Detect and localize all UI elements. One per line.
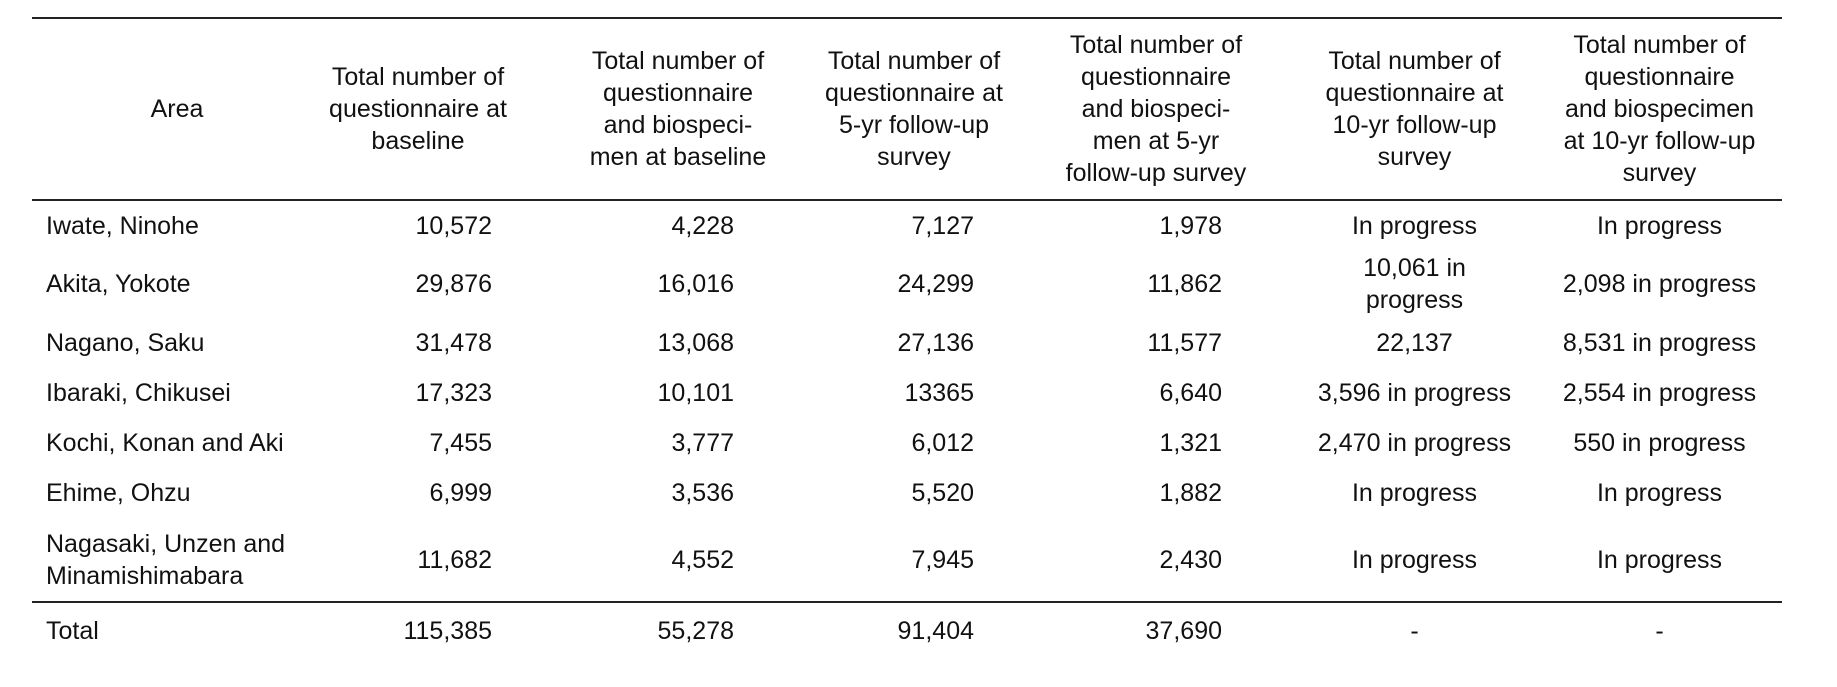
cell-value: 6,640 (1159, 379, 1222, 407)
table-row: Nagano, Saku 31,478 13,068 27,136 11,577… (32, 318, 1782, 368)
cell-area: Iwate, Ninohe (46, 211, 199, 240)
cell-value: In progress (1351, 211, 1478, 240)
cell-value: 13,068 (657, 329, 734, 357)
cell-value: 1,978 (1159, 211, 1222, 240)
header-questionnaire-baseline: Total number of questionnaire at baseline (329, 63, 507, 155)
cell-value: In progress (1351, 545, 1478, 574)
cell-value: 27,136 (897, 329, 974, 357)
cell-value: 1,321 (1159, 429, 1222, 457)
cell-value: 22,137 (1376, 329, 1453, 357)
cell-value: 11,862 (1147, 270, 1222, 298)
total-row: Total 115,385 55,278 91,404 37,690 - - (32, 602, 1782, 658)
cell-area: Nagano, Saku (46, 329, 205, 357)
header-area: Area (150, 95, 204, 123)
cell-total: 115,385 (403, 616, 492, 645)
cell-value: In progress (1351, 479, 1478, 507)
cell-area: Ehime, Ohzu (46, 479, 191, 507)
table-header: Area Total number of questionnaire at base… (32, 18, 1782, 200)
cell-value: 10,572 (415, 211, 492, 240)
cell-value: 10,101 (657, 379, 734, 407)
cell-value: 31,478 (415, 329, 492, 357)
cell-value: 24,299 (897, 270, 974, 298)
cell-value: 29,876 (415, 270, 492, 298)
cell-value: 7,127 (911, 211, 974, 240)
cell-value: 8,531 in progress (1562, 329, 1757, 357)
survey-table: Area Total number of questionnaire at base… (32, 17, 1782, 658)
cell-value: 13365 (904, 379, 974, 407)
table-footer: Total 115,385 55,278 91,404 37,690 - - (32, 602, 1782, 658)
cell-value: 3,596 in progress (1317, 379, 1512, 407)
cell-value: 550 in progress (1573, 429, 1746, 457)
cell-value: 11,577 (1147, 329, 1222, 357)
cell-total: 55,278 (657, 616, 734, 645)
cell-total: 37,690 (1145, 616, 1222, 645)
cell-value: 7,455 (429, 429, 492, 457)
table-row: Akita, Yokote 29,876 16,016 24,299 11,86… (32, 250, 1782, 318)
cell-value: 10,061 in progress (1363, 254, 1466, 314)
cell-value: 17,323 (415, 379, 492, 407)
cell-value: 4,552 (671, 545, 734, 574)
cell-area: Nagasaki, Unzen and Minamishimabara (46, 529, 286, 590)
header-questionnaire-10yr: Total number of questionnaire at 10-yr fol… (1325, 47, 1504, 171)
cell-value: 2,098 in progress (1562, 270, 1757, 298)
cell-total: - (1410, 616, 1419, 645)
cell-value: 11,682 (417, 545, 492, 574)
header-questionnaire-5yr: Total number of questionnaire at 5-yr foll… (825, 47, 1003, 171)
cell-value: 6,012 (911, 429, 974, 457)
cell-value: 7,945 (911, 545, 974, 574)
cell-area: Ibaraki, Chikusei (46, 379, 231, 407)
cell-value: In progress (1596, 211, 1723, 240)
cell-total: - (1655, 616, 1664, 645)
cell-value: 6,999 (429, 479, 492, 507)
cell-value: 4,228 (671, 211, 734, 240)
cell-value: 3,777 (671, 429, 734, 457)
cell-area-total: Total (46, 616, 99, 645)
cell-value: 2,430 (1159, 545, 1222, 574)
cell-total: 91,404 (897, 616, 974, 645)
cell-value: 1,882 (1159, 479, 1222, 507)
cell-area: Akita, Yokote (46, 270, 191, 298)
header-questionnaire-biospecimen-10yr: Total number of questionnaire and biospeci… (1563, 31, 1756, 187)
cell-value: 16,016 (657, 270, 734, 298)
header-questionnaire-biospecimen-5yr: Total number of questionnaire and biospeci… (1065, 31, 1247, 187)
cell-value: In progress (1596, 545, 1723, 574)
cell-value: In progress (1596, 479, 1723, 507)
header-questionnaire-biospecimen-baseline: Total number of questionnaire and biospeci… (589, 47, 767, 171)
cell-value: 3,536 (671, 479, 734, 507)
table-row: Kochi, Konan and Aki 7,455 3,777 6,012 1… (32, 418, 1782, 468)
table-row: Nagasaki, Unzen and Minamishimabara 11,68… (32, 518, 1782, 602)
cell-value: 5,520 (911, 479, 974, 507)
cell-value: 2,470 in progress (1317, 429, 1512, 457)
cell-area: Kochi, Konan and Aki (46, 429, 284, 457)
table-row: Ibaraki, Chikusei 17,323 10,101 13365 6,… (32, 368, 1782, 418)
table-row: Iwate, Ninohe 10,572 4,228 7,127 1,978 I… (32, 200, 1782, 250)
table-row: Ehime, Ohzu 6,999 3,536 5,520 1,882 In p… (32, 468, 1782, 518)
cell-value: 2,554 in progress (1562, 379, 1757, 407)
